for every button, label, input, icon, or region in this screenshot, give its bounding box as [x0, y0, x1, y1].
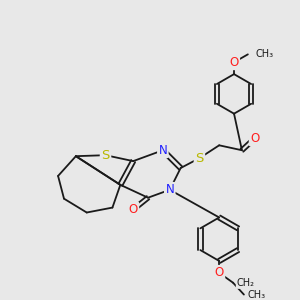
Text: CH₂: CH₂ — [237, 278, 255, 288]
Text: S: S — [101, 149, 110, 162]
Text: S: S — [195, 152, 204, 165]
Text: O: O — [230, 56, 238, 69]
Text: CH₃: CH₃ — [256, 50, 274, 59]
Text: O: O — [214, 266, 224, 279]
Text: N: N — [158, 144, 167, 157]
Text: CH₃: CH₃ — [248, 290, 266, 300]
Text: N: N — [165, 183, 174, 196]
Text: O: O — [250, 132, 260, 145]
Text: O: O — [129, 203, 138, 216]
